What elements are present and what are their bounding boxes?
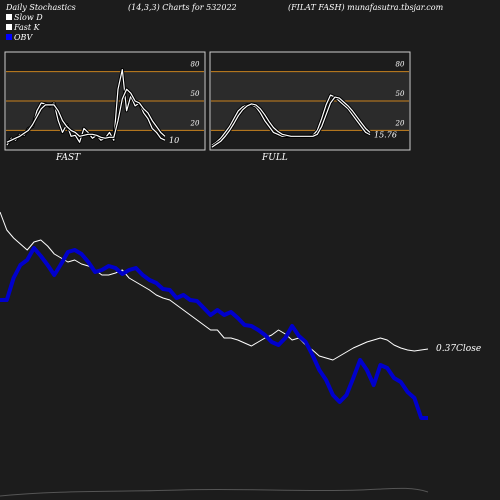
- legend-label-slow-d: Slow D: [14, 13, 43, 22]
- full-stochastic-panel: 20 50 80 15.76: [209, 51, 411, 151]
- obv-line: [0, 246, 428, 420]
- obv-price-panel: [0, 211, 429, 420]
- y-tick-label: 80: [191, 61, 200, 69]
- y-tick-label: 20: [395, 119, 405, 127]
- full-panel-title: FULL: [261, 153, 288, 163]
- legend-label-fast-k: Fast K: [13, 23, 41, 32]
- bottom-volume-trace: [0, 487, 429, 497]
- series-line-d: [211, 96, 371, 148]
- y-tick-label: 50: [191, 90, 200, 98]
- series-line-d: [6, 88, 166, 143]
- legend-label-obv: OBV: [14, 33, 33, 42]
- last-value-label: 10: [169, 136, 179, 145]
- y-tick-label: 20: [190, 119, 200, 127]
- header-right: (FILAT FASH) munafasutra.tbsjar.com: [288, 3, 444, 12]
- legend: Slow D Fast K OBV: [6, 13, 43, 42]
- y-tick-label: 50: [396, 90, 405, 98]
- legend-swatch-slow-d: [6, 14, 12, 20]
- header-center: (14,3,3) Charts for 532022: [128, 3, 237, 12]
- fast-stochastic-panel: 20 50 80 10: [4, 51, 206, 151]
- close-price-label: 0.37Close: [436, 344, 481, 354]
- y-tick-label: 80: [396, 61, 405, 69]
- legend-swatch-obv: [6, 34, 12, 40]
- last-value-label: 15.76: [374, 131, 397, 140]
- close-price-line: [0, 211, 429, 361]
- header-left: Daily Stochastics: [5, 3, 76, 12]
- fast-panel-title: FAST: [55, 153, 81, 163]
- legend-swatch-fast-k: [6, 24, 12, 30]
